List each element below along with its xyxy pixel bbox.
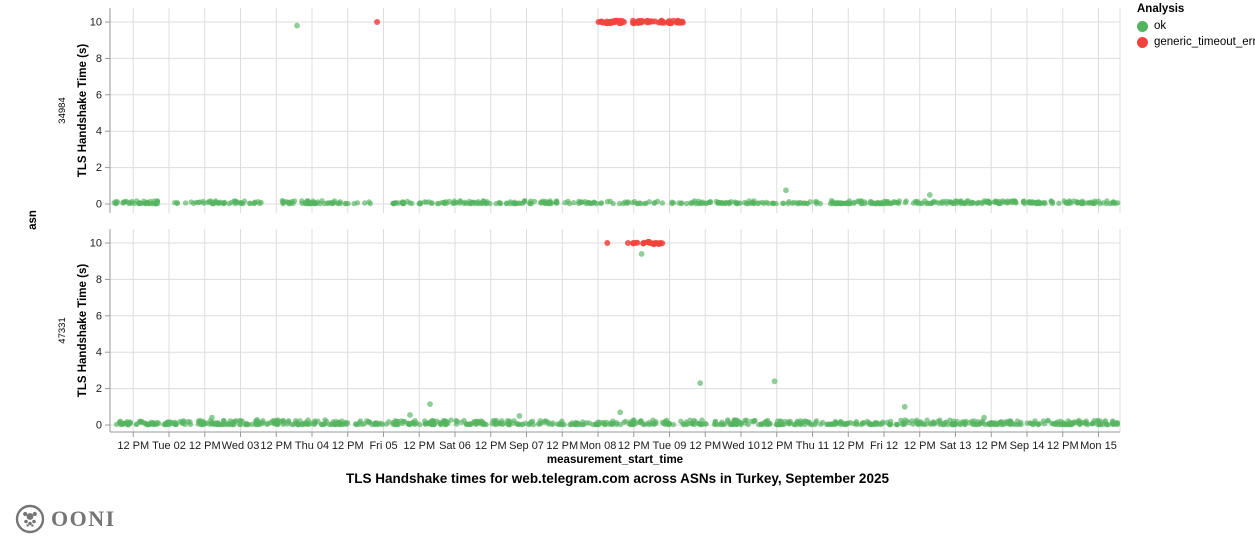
x-tick-label: 12 PM <box>117 440 149 452</box>
legend-title: Analysis <box>1137 3 1185 15</box>
x-tick-label: Fri 12 <box>870 440 898 452</box>
ok-outlier-point <box>783 187 789 194</box>
y-tick-label: 2 <box>96 383 102 395</box>
ok-swatch-icon <box>1137 20 1148 32</box>
ok-outlier-point <box>771 378 778 385</box>
ooni-logo-text: OONI <box>51 506 116 531</box>
facet-label-asn: 34984 <box>57 97 68 123</box>
x-tick-label: 12 PM <box>475 440 507 452</box>
legend-label-generic-timeout-error: generic_timeout_error <box>1154 36 1255 48</box>
x-tick-label: 12 PM <box>689 440 721 452</box>
x-tick-label: 12 PM <box>546 440 578 452</box>
legend-item-ok: ok <box>1137 20 1255 32</box>
y-tick-label: 8 <box>96 274 102 286</box>
points-error-panel-1 <box>604 238 666 248</box>
y-axis-title: TLS Handshake Time (s) <box>77 264 89 398</box>
y-tick-label: 8 <box>96 53 102 65</box>
ooni-logo-icon <box>15 504 45 534</box>
x-axis: 12 PM Tue 02 12 PM Wed 03 12 PM Thu 04 12 PM Fr… <box>110 431 1120 466</box>
facet-scatter-plot: 0 2 4 6 8 10 TLS Handshake Time (s) 34984 0 2 4 6 8 1… <box>27 8 1121 466</box>
ok-outlier-point <box>516 413 523 419</box>
x-tick-label: Mon 15 <box>1080 440 1117 452</box>
ok-outlier-point <box>981 414 987 421</box>
y-axis-title: TLS Handshake Time (s) <box>77 44 89 178</box>
x-axis-title: measurement_start_time <box>547 454 683 466</box>
x-tick-label: 12 PM <box>904 440 936 452</box>
y-tick-label: 10 <box>90 238 102 250</box>
y-tick-label: 10 <box>90 17 102 29</box>
row-axis-title: asn <box>27 210 39 230</box>
ooni-logo: OONI <box>15 504 116 534</box>
gridlines-panel-1 <box>110 229 1121 432</box>
ok-outlier-point <box>294 22 300 29</box>
error-point <box>604 240 611 246</box>
y-tick-label: 6 <box>96 89 102 101</box>
ok-outlier-point <box>407 412 413 418</box>
x-tick-label: Tue 02 <box>152 440 186 452</box>
ok-outlier-point <box>209 414 215 421</box>
x-tick-label: 12 PM <box>332 440 364 452</box>
y-tick-label: 4 <box>96 347 102 359</box>
y-tick-label: 0 <box>96 199 102 211</box>
x-tick-label: Sep 14 <box>1010 440 1045 452</box>
error-point <box>374 19 381 25</box>
y-tick-label: 2 <box>96 162 102 174</box>
x-tick-label: 12 PM <box>403 440 435 452</box>
x-tick-label: Sat 13 <box>940 440 972 452</box>
points-ok-panel-0 <box>111 22 1121 207</box>
chart-title: TLS Handshake times for web.telegram.com… <box>346 471 889 486</box>
ok-outlier-point <box>617 409 624 416</box>
y-axis-panel-1: 0 2 4 6 8 10 <box>90 229 111 432</box>
x-tick-label: 12 PM <box>1047 440 1079 452</box>
ok-outlier-point <box>427 401 433 407</box>
legend: Analysis ok generic_timeout_error <box>1137 3 1255 52</box>
x-tick-label: 12 PM <box>618 440 650 452</box>
gridlines-panel-0 <box>110 8 1121 213</box>
points-ok-panel-1 <box>113 251 1121 428</box>
y-tick-label: 4 <box>96 126 102 138</box>
x-tick-label: Wed 03 <box>222 440 260 452</box>
ok-outlier-point <box>638 251 645 257</box>
x-tick-label: Sep 07 <box>509 440 544 452</box>
y-axis-panel-0: 0 2 4 6 8 10 <box>90 8 111 213</box>
error-swatch-icon <box>1137 36 1148 48</box>
y-tick-label: 6 <box>96 310 102 322</box>
x-tick-label: Fri 05 <box>369 440 397 452</box>
x-tick-label: 12 PM <box>761 440 793 452</box>
legend-label-ok: ok <box>1154 20 1167 32</box>
x-tick-label: Wed 10 <box>722 440 760 452</box>
x-tick-label: Thu 04 <box>295 440 329 452</box>
x-tick-label: Tue 09 <box>653 440 687 452</box>
y-tick-label: 0 <box>96 420 102 432</box>
x-tick-label: 12 PM <box>260 440 292 452</box>
x-tick-label: 12 PM <box>832 440 864 452</box>
points-error-panel-0 <box>374 17 686 27</box>
x-tick-label: 12 PM <box>975 440 1007 452</box>
legend-item-generic-timeout-error: generic_timeout_error <box>1137 36 1255 48</box>
x-tick-label: Thu 11 <box>796 440 829 452</box>
ok-outlier-point <box>901 403 908 410</box>
error-point <box>625 240 631 246</box>
x-tick-label: 12 PM <box>189 440 221 452</box>
x-tick-label: Mon 08 <box>580 440 617 452</box>
ok-outlier-point <box>697 380 704 386</box>
ok-outlier-point <box>926 192 933 198</box>
facet-label-asn: 47331 <box>57 317 68 343</box>
x-tick-label: Sat 06 <box>439 440 471 452</box>
